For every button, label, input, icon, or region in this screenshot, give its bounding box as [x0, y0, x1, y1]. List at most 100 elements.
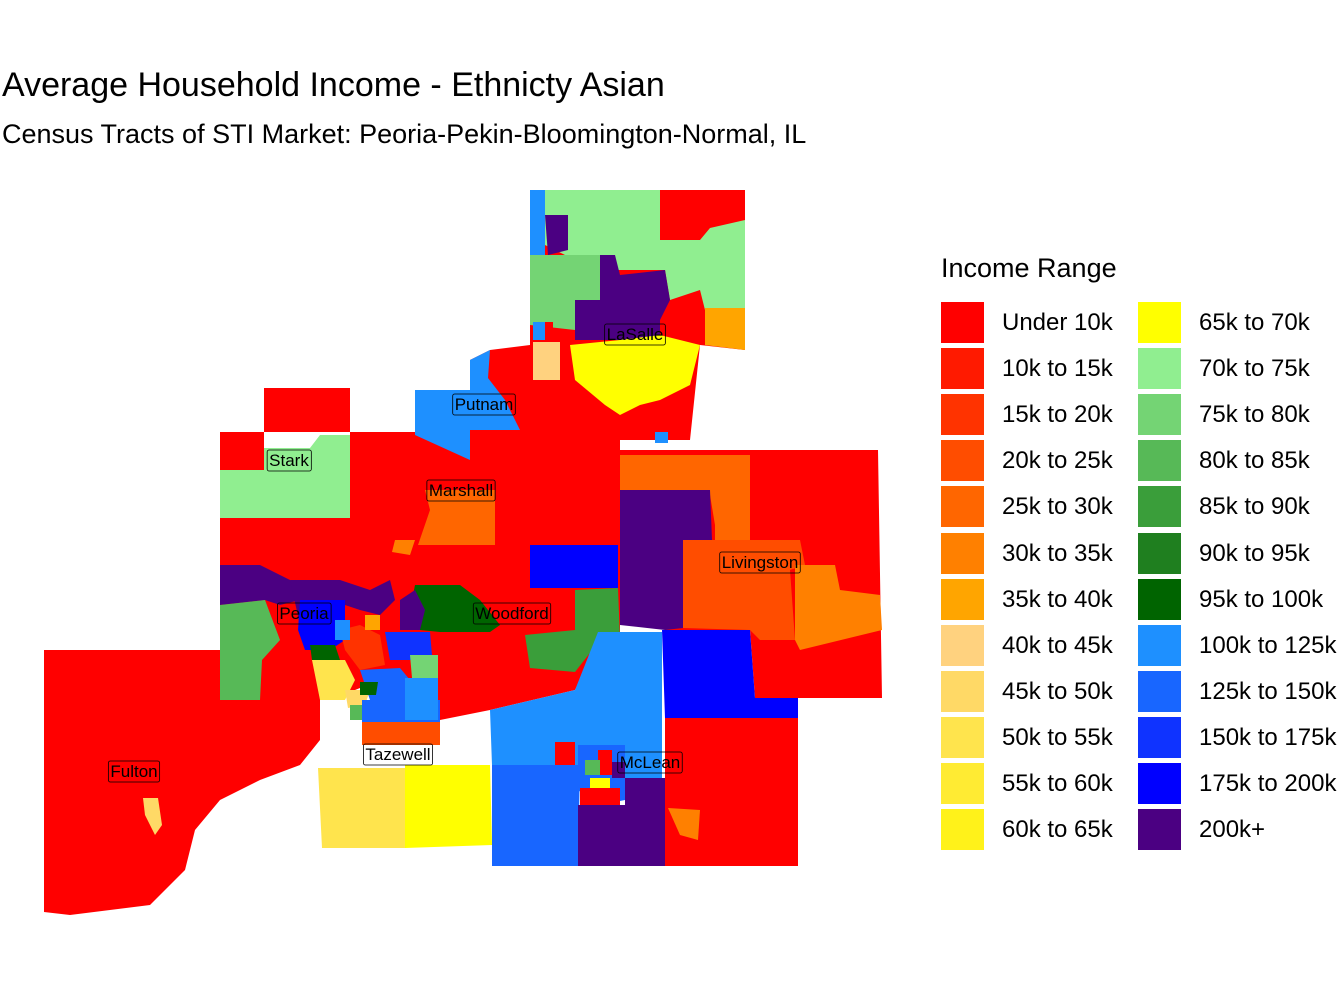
county-label-box [604, 323, 666, 346]
legend-item: 125k to 150k [1138, 670, 1338, 716]
legend-swatch [941, 670, 984, 712]
tract [492, 765, 580, 866]
tract [545, 322, 553, 340]
tract [705, 308, 745, 350]
tract [545, 190, 660, 270]
county-labels: LaSalle Putnam Stark Marshall Livingston Peor… [107, 323, 801, 783]
tract [575, 255, 670, 340]
legend-swatch [1138, 716, 1181, 758]
legend-label: 95k to 100k [1199, 585, 1324, 613]
legend-item: 10k to 15k [941, 347, 1141, 393]
county-label-box [266, 449, 312, 472]
tract [310, 645, 340, 660]
tract [418, 490, 495, 545]
legend-label: 40k to 45k [1002, 631, 1113, 659]
legend-label: 30k to 35k [1002, 539, 1113, 567]
legend-item: 90k to 95k [1138, 532, 1338, 578]
tract [578, 778, 665, 866]
legend-swatch [1138, 670, 1181, 712]
county-label-box [362, 743, 434, 766]
legend-swatch [941, 624, 984, 666]
county-label-text: Livingston [722, 553, 799, 572]
legend-label: 125k to 150k [1199, 677, 1337, 705]
legend-label: 20k to 25k [1002, 447, 1113, 475]
legend-item: 95k to 100k [1138, 578, 1338, 624]
legend-item: 55k to 60k [941, 762, 1141, 808]
tract [360, 682, 378, 695]
tract [335, 620, 350, 640]
tract [400, 590, 425, 630]
legend-item: 100k to 125k [1138, 624, 1338, 670]
county-label-box [472, 602, 552, 625]
tract [665, 718, 798, 866]
legend-label: 65k to 70k [1199, 309, 1310, 336]
tract [533, 342, 560, 380]
legend-item: 30k to 35k [941, 532, 1141, 578]
tract [555, 742, 575, 765]
legend-item: 80k to 85k [1138, 439, 1338, 485]
tract [392, 540, 415, 555]
tract [580, 788, 620, 805]
legend-swatch [941, 578, 984, 620]
tract [405, 678, 438, 720]
legend-label: 10k to 15k [1002, 355, 1113, 383]
tract [385, 632, 432, 660]
legend-swatch [941, 394, 984, 436]
county-label-text: Stark [269, 451, 309, 470]
legend-swatch [941, 486, 984, 528]
legend-title: Income Range [941, 253, 1117, 283]
tract [490, 632, 662, 778]
tract [220, 600, 280, 700]
legend-swatch [1138, 486, 1181, 528]
legend-swatch [1138, 440, 1181, 482]
county-label-box [719, 551, 801, 574]
tract [405, 765, 492, 848]
legend-label: 55k to 60k [1002, 770, 1113, 797]
county-label-text: Tazewell [365, 745, 430, 764]
legend-item: 40k to 45k [941, 624, 1141, 670]
legend-item: 60k to 65k [941, 808, 1141, 854]
tract [533, 322, 545, 340]
legend-label: 60k to 65k [1002, 816, 1113, 844]
legend-label: 100k to 125k [1199, 631, 1337, 659]
tract [660, 220, 745, 310]
tract [612, 762, 625, 778]
legend-swatch [1138, 348, 1181, 390]
county-label-box [426, 479, 496, 502]
legend-label: 80k to 85k [1199, 447, 1310, 475]
tract [570, 335, 700, 415]
tract [410, 585, 500, 632]
legend-label: 175k to 200k [1199, 770, 1337, 797]
legend-item: Under 10k [941, 301, 1141, 347]
legend-swatch [941, 809, 984, 851]
legend-swatch [1138, 624, 1181, 666]
legend-item: 200k+ [1138, 808, 1338, 854]
tract [220, 565, 300, 605]
legend-swatch [1138, 394, 1181, 436]
legend-item: 20k to 25k [941, 439, 1141, 485]
tract [350, 705, 362, 720]
tract [415, 350, 520, 460]
legend-item: 85k to 90k [1138, 485, 1338, 531]
tract [365, 615, 380, 630]
tract [620, 490, 712, 630]
county-label-text: LaSalle [607, 325, 664, 344]
legend-swatch [1138, 809, 1181, 851]
legend-item: 50k to 55k [941, 716, 1141, 762]
tract [298, 600, 345, 650]
county-label-text: Marshall [429, 481, 493, 500]
tract [668, 808, 700, 840]
legend-item: 150k to 175k [1138, 716, 1338, 762]
county-label-box [452, 393, 516, 416]
tract [220, 388, 350, 470]
tract [662, 630, 798, 718]
tract [44, 650, 320, 915]
tract [590, 778, 610, 790]
legend-label: 50k to 55k [1002, 723, 1113, 751]
county-label-text: Peoria [279, 604, 329, 623]
county-label-text: Putnam [455, 395, 514, 414]
legend-item: 65k to 70k [1138, 301, 1338, 347]
tract [683, 540, 805, 640]
tract [620, 455, 750, 545]
